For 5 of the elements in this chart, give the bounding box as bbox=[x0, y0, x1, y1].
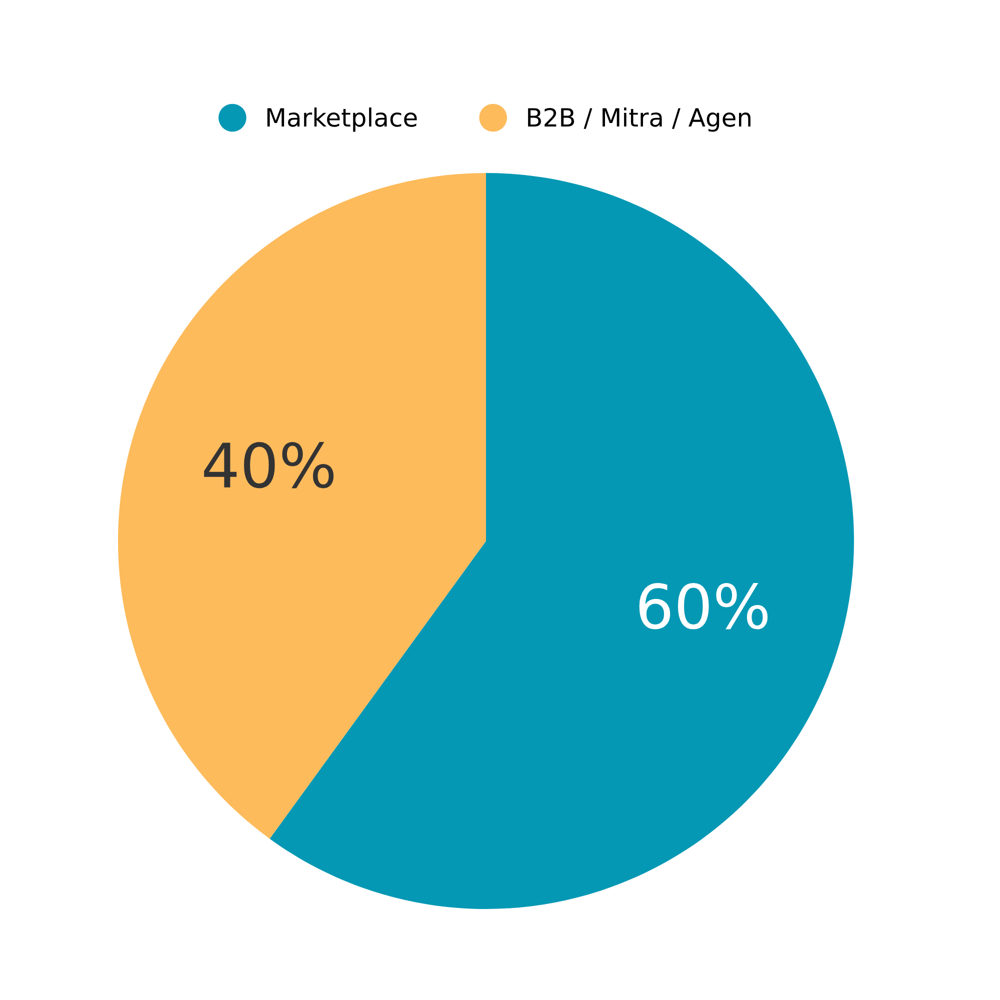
pie-slice bbox=[118, 173, 486, 839]
data-label: 60% bbox=[639, 583, 768, 630]
legend-label: B2B / Mitra / Agen bbox=[528, 108, 750, 132]
legend-label: Marketplace bbox=[267, 108, 417, 132]
data-label: 40% bbox=[204, 442, 334, 488]
